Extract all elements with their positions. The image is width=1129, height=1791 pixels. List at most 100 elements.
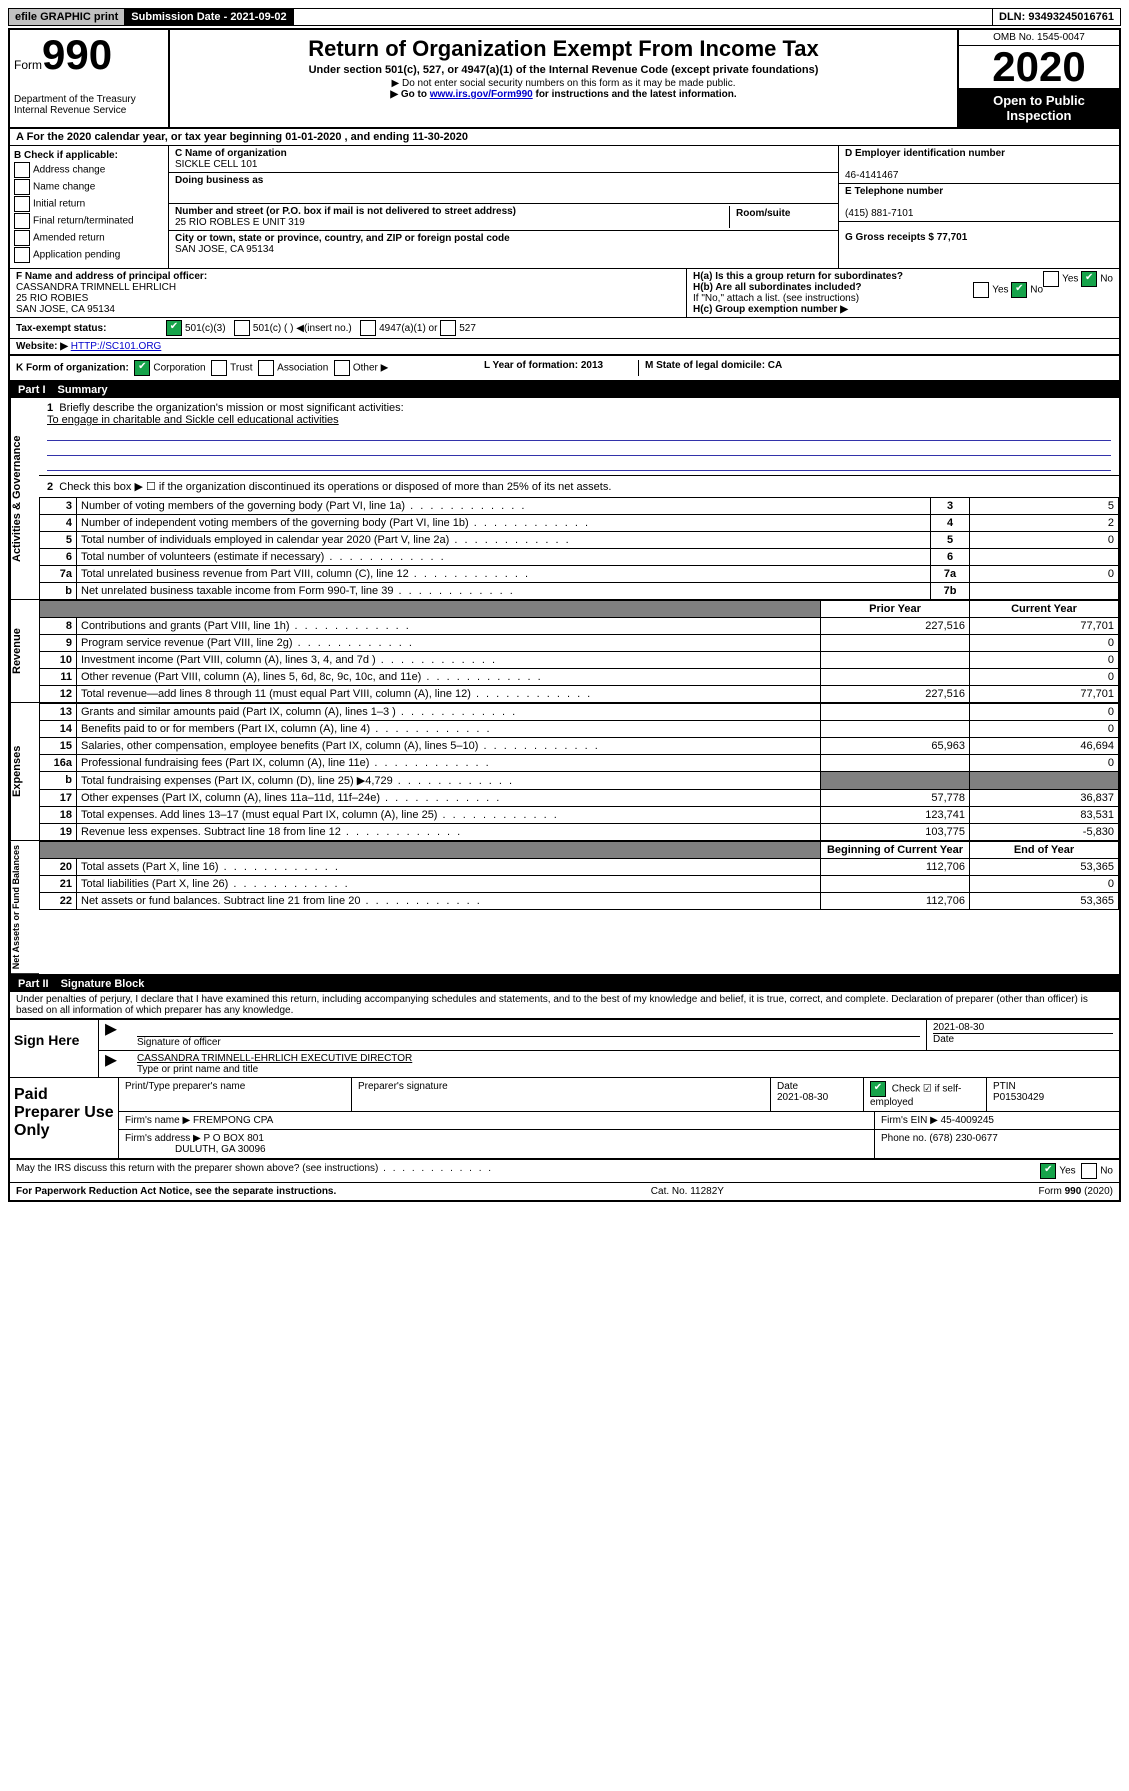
hc-label: H(c) Group exemption number ▶ — [693, 304, 1113, 315]
vlabel-expenses: Expenses — [10, 703, 39, 841]
firm-addr: P O BOX 801 — [204, 1133, 264, 1144]
ein-value: 46-4141467 — [845, 170, 898, 181]
firm-city: DULUTH, GA 30096 — [175, 1144, 266, 1155]
officer-label: F Name and address of principal officer: — [16, 271, 207, 282]
prep-sig-label: Preparer's signature — [352, 1078, 771, 1111]
part1-header: Part ISummary — [10, 382, 1119, 398]
mission-label: Briefly describe the organization's miss… — [59, 402, 403, 414]
box-c: C Name of organization SICKLE CELL 101 D… — [169, 146, 839, 268]
governance-table: 3Number of voting members of the governi… — [39, 497, 1119, 600]
website-link[interactable]: HTTP://SC101.ORG — [71, 341, 162, 352]
year-formation: L Year of formation: 2013 — [484, 360, 639, 376]
typed-name-label: Type or print name and title — [137, 1064, 1113, 1075]
street-address: 25 RIO ROBLES E UNIT 319 — [175, 217, 305, 228]
chk-address-change[interactable]: Address change — [14, 162, 164, 178]
discuss-no[interactable] — [1081, 1163, 1097, 1179]
row-i-tax-status: Tax-exempt status: 501(c)(3) 501(c) ( ) … — [10, 318, 1119, 339]
form-title: Return of Organization Exempt From Incom… — [178, 36, 949, 62]
discuss-yes[interactable] — [1040, 1163, 1056, 1179]
discuss-label: May the IRS discuss this return with the… — [16, 1163, 378, 1174]
sig-officer-label: Signature of officer — [137, 1036, 920, 1048]
officer-addr1: 25 RIO ROBIES — [16, 293, 88, 304]
gross-receipts: G Gross receipts $ 77,701 — [845, 232, 967, 243]
addr-label: Number and street (or P.O. box if mail i… — [175, 206, 516, 217]
chk-501c[interactable] — [234, 320, 250, 336]
box-h: H(a) Is this a group return for subordin… — [687, 269, 1119, 317]
mission-text: To engage in charitable and Sickle cell … — [47, 414, 1111, 426]
hb-yes[interactable] — [973, 282, 989, 298]
phone-value: (415) 881-7101 — [845, 208, 913, 219]
chk-corp[interactable] — [134, 360, 150, 376]
ha-yes[interactable] — [1043, 271, 1059, 287]
firm-name: FREMPONG CPA — [193, 1115, 273, 1126]
form-container: Form 990 Department of the Treasury Inte… — [8, 28, 1121, 1202]
pra-notice: For Paperwork Reduction Act Notice, see … — [16, 1186, 336, 1197]
form-org-label: K Form of organization: — [16, 363, 129, 374]
hb-label: H(b) Are all subordinates included? — [693, 282, 862, 293]
irs-link[interactable]: www.irs.gov/Form990 — [430, 89, 533, 100]
chk-initial-return[interactable]: Initial return — [14, 196, 164, 212]
row-j-website: Website: ▶ HTTP://SC101.ORG — [10, 339, 1119, 356]
box-b: B Check if applicable: Address change Na… — [10, 146, 169, 268]
netassets-table: Beginning of Current YearEnd of Year20To… — [39, 841, 1119, 910]
org-name: SICKLE CELL 101 — [175, 159, 257, 170]
chk-501c3[interactable] — [166, 320, 182, 336]
chk-amended-return[interactable]: Amended return — [14, 230, 164, 246]
expenses-table: 13Grants and similar amounts paid (Part … — [39, 703, 1119, 841]
ptin-value: P01530429 — [993, 1092, 1044, 1103]
room-label: Room/suite — [736, 208, 790, 219]
paid-preparer-label: Paid Preparer Use Only — [10, 1078, 119, 1158]
officer-name: CASSANDRA TRIMNELL EHRLICH — [16, 282, 176, 293]
note-goto: ▶ Go to www.irs.gov/Form990 for instruct… — [178, 89, 949, 100]
state-domicile: M State of legal domicile: CA — [639, 360, 1113, 376]
sig-date: 2021-08-30 — [933, 1022, 1113, 1033]
paid-preparer-block: Paid Preparer Use Only Print/Type prepar… — [10, 1078, 1119, 1160]
box-f: F Name and address of principal officer:… — [10, 269, 687, 317]
hb-no[interactable] — [1011, 282, 1027, 298]
ha-label: H(a) Is this a group return for subordin… — [693, 271, 903, 282]
sign-here-label: Sign Here — [10, 1020, 99, 1077]
sig-arrow-icon-2: ▸ — [99, 1051, 131, 1077]
website-label: Website: ▶ — [16, 341, 68, 352]
line2-checkbox-note: Check this box ▶ ☐ if the organization d… — [59, 481, 611, 493]
firm-phone: (678) 230-0677 — [929, 1133, 997, 1144]
header-mid: Return of Organization Exempt From Incom… — [170, 30, 957, 127]
sig-date-label: Date — [933, 1033, 1113, 1045]
vlabel-governance: Activities & Governance — [10, 398, 39, 600]
officer-addr2: SAN JOSE, CA 95134 — [16, 304, 115, 315]
ha-no[interactable] — [1081, 271, 1097, 287]
row-a-taxyear: A For the 2020 calendar year, or tax yea… — [10, 129, 1119, 146]
org-name-label: C Name of organization — [175, 148, 287, 159]
typed-name: CASSANDRA TRIMNELL-EHRLICH EXECUTIVE DIR… — [137, 1053, 1113, 1064]
box-b-title: B Check if applicable: — [14, 150, 164, 161]
form-subtitle: Under section 501(c), 527, or 4947(a)(1)… — [178, 64, 949, 76]
chk-4947[interactable] — [360, 320, 376, 336]
city-state-zip: SAN JOSE, CA 95134 — [175, 244, 274, 255]
chk-assoc[interactable] — [258, 360, 274, 376]
chk-self-employed[interactable] — [870, 1081, 886, 1097]
dln: DLN: 93493245016761 — [992, 9, 1120, 25]
chk-name-change[interactable]: Name change — [14, 179, 164, 195]
perjury-statement: Under penalties of perjury, I declare th… — [10, 992, 1119, 1018]
header-right: OMB No. 1545-0047 2020 Open to Public In… — [957, 30, 1119, 127]
box-d-e-g: D Employer identification number 46-4141… — [839, 146, 1119, 268]
dept-treasury: Department of the Treasury Internal Reve… — [14, 94, 164, 116]
header-left: Form 990 Department of the Treasury Inte… — [10, 30, 170, 127]
chk-trust[interactable] — [211, 360, 227, 376]
revenue-table: Prior YearCurrent Year8Contributions and… — [39, 600, 1119, 703]
row-k: K Form of organization: Corporation Trus… — [10, 356, 1119, 382]
submission-date: Submission Date - 2021-09-02 — [125, 9, 293, 25]
chk-527[interactable] — [440, 320, 456, 336]
open-inspection: Open to Public Inspection — [959, 89, 1119, 127]
vlabel-netassets: Net Assets or Fund Balances — [10, 841, 39, 974]
chk-final-return[interactable]: Final return/terminated — [14, 213, 164, 229]
top-bar: efile GRAPHIC print Submission Date - 20… — [8, 8, 1121, 26]
form-word: Form — [14, 58, 42, 72]
vlabel-revenue: Revenue — [10, 600, 39, 703]
efile-print-button[interactable]: efile GRAPHIC print — [9, 9, 125, 25]
city-label: City or town, state or province, country… — [175, 233, 510, 244]
chk-other[interactable] — [334, 360, 350, 376]
note-ssn: ▶ Do not enter social security numbers o… — [178, 78, 949, 89]
chk-application-pending[interactable]: Application pending — [14, 247, 164, 263]
tax-year: 2020 — [959, 46, 1119, 89]
